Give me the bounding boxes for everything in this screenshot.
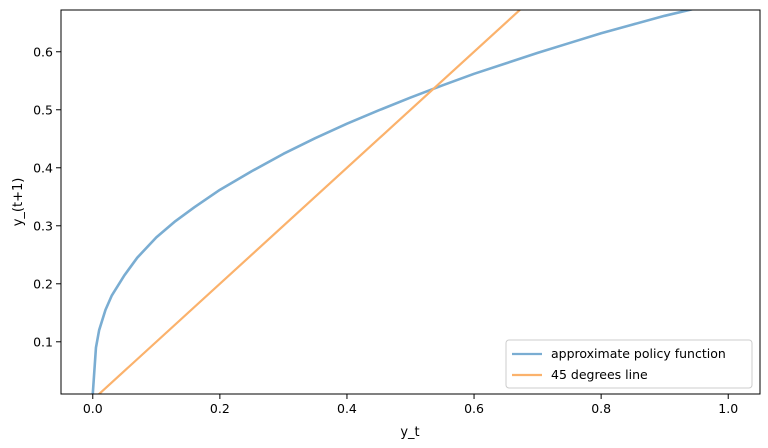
x-tick-label: 0.0 [83,401,103,416]
y-tick-label: 0.3 [33,218,53,233]
x-axis-label: y_t [400,425,419,440]
legend-label-policy: approximate policy function [551,346,726,361]
policy-function-line [91,10,695,394]
y-tick-label: 0.4 [33,160,53,175]
y-tick-label: 0.5 [33,102,53,117]
legend-box [505,339,753,389]
x-tick-label: 1.0 [718,401,738,416]
forty-five-degree-line [97,10,521,394]
x-tick-label: 0.4 [337,401,357,416]
y-tick-label: 0.2 [33,276,53,291]
x-tick-label: 0.6 [464,401,484,416]
y-axis-label: y_(t+1) [11,178,26,227]
plot-frame [60,9,761,395]
y-tick-label: 0.1 [33,334,53,349]
legend-label-45-degree: 45 degrees line [551,367,648,382]
x-tick-label: 0.2 [210,401,230,416]
y-tick-label: 0.6 [33,44,53,59]
x-tick-label: 0.8 [591,401,611,416]
plot-area [61,10,760,394]
legend: approximate policy function 45 degrees l… [505,339,753,389]
